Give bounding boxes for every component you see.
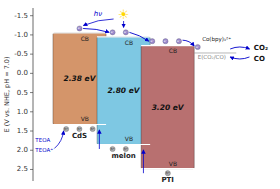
y-tick-label: -1.0	[14, 31, 28, 39]
cb-label: CB	[169, 47, 177, 54]
arrow	[123, 21, 124, 27]
hole: h⁺	[123, 146, 128, 151]
co-label: CO	[254, 55, 265, 63]
hole-dot	[64, 126, 69, 131]
category-label: CdS	[72, 132, 87, 140]
arrow	[230, 57, 249, 59]
electron: e⁻	[110, 30, 115, 35]
y-tick-label: 1.0	[17, 108, 28, 116]
arrow	[54, 131, 63, 149]
electron-label: e⁻	[196, 45, 200, 49]
arrow	[84, 19, 114, 25]
hole-label: h⁺	[111, 147, 115, 151]
teoa-plus-label: TEOA⁺	[34, 147, 53, 153]
arrow	[99, 130, 100, 149]
y-axis-label: E (V vs. NHE, pH = 7.0)	[3, 56, 11, 132]
electron-dot	[150, 39, 155, 44]
electron-dot	[195, 44, 200, 49]
y-tick	[30, 54, 33, 55]
co-bpy-label: Co(bpy)₃²⁺	[202, 36, 231, 43]
electron: e⁻	[163, 39, 168, 44]
electron: e⁻	[77, 26, 82, 31]
vb-line	[53, 124, 106, 125]
y-tick-label: 2.5	[17, 165, 28, 173]
hole-dot	[165, 171, 170, 176]
vb-label: VB	[169, 160, 177, 167]
hole: h⁺	[165, 171, 170, 176]
electron-dot	[163, 39, 168, 44]
electron-label: e⁻	[164, 39, 168, 43]
hole: h⁺	[77, 126, 82, 131]
chart: -1.5 -1.0 -0.5 0.0 0.5 1.0 1.5 2.0 2.5 E (V vs. N…	[0, 0, 280, 189]
hole-label: h⁺	[64, 127, 68, 131]
electron-label: e⁻	[124, 30, 128, 34]
category-label: melon	[111, 152, 135, 160]
electron: e⁻	[150, 39, 155, 44]
y-tick	[30, 131, 33, 132]
y-tick-label: -1.5	[14, 12, 28, 20]
electron-label: e⁻	[78, 26, 82, 30]
y-tick-label: 2.0	[17, 146, 28, 154]
cb-line	[141, 45, 194, 46]
vb-label: VB	[125, 135, 133, 142]
y-tick	[30, 169, 33, 170]
reference-label: E(CO₂/CO)	[198, 54, 226, 60]
electron-dot	[176, 39, 181, 44]
arrow	[129, 32, 148, 41]
electron-dot	[110, 30, 115, 35]
hole: h⁺	[64, 126, 69, 131]
vb-line	[97, 144, 150, 145]
sun: ☀	[118, 7, 130, 22]
y-tick	[30, 15, 33, 16]
hole-dot	[90, 126, 95, 131]
electron: e⁻	[123, 30, 128, 35]
teoa-label: TEOA	[34, 137, 50, 143]
electron-dot	[77, 26, 82, 31]
y-tick	[30, 150, 33, 151]
electron-label: e⁻	[111, 30, 115, 34]
y-tick-label: -0.5	[14, 50, 28, 58]
arrow	[83, 28, 109, 32]
hole-label: h⁺	[91, 127, 95, 131]
hole-label: h⁺	[78, 127, 82, 131]
hole-dot	[123, 146, 128, 151]
band-bar	[141, 46, 194, 169]
arrow	[183, 40, 195, 46]
hv-label: hν	[94, 10, 102, 18]
electron-dot	[123, 30, 128, 35]
hole-label: h⁺	[124, 147, 128, 151]
y-tick	[30, 73, 33, 74]
gap-label: 2.80 eV	[108, 86, 141, 95]
cb-label: CB	[81, 35, 89, 42]
hole-label: h⁺	[166, 171, 170, 175]
hole-dot	[77, 126, 82, 131]
category-label: PTI	[161, 176, 174, 184]
gap-label: 2.38 eV	[64, 74, 97, 83]
vb-line	[141, 168, 194, 169]
electron: e⁻	[195, 44, 200, 49]
bars	[53, 33, 194, 169]
electron-label: e⁻	[177, 39, 181, 43]
gap-label: 3.20 eV	[152, 103, 185, 112]
co2-label: CO₂	[254, 44, 268, 52]
hole: h⁺	[90, 126, 95, 131]
arrow	[143, 150, 144, 173]
hole: h⁺	[110, 146, 115, 151]
vb-label: VB	[81, 115, 89, 122]
arrow	[230, 47, 249, 49]
y-axis	[33, 8, 34, 181]
y-tick	[30, 111, 33, 112]
cb-label: CB	[125, 39, 133, 46]
y-tick-label: 1.5	[17, 127, 28, 135]
cb-line	[53, 32, 106, 33]
y-tick	[30, 34, 33, 35]
y-tick	[30, 92, 33, 93]
y-tick-label: 0.0	[17, 69, 28, 77]
hole-dot	[110, 146, 115, 151]
electron-label: e⁻	[150, 39, 154, 43]
electron: e⁻	[176, 39, 181, 44]
y-tick-label: 0.5	[17, 89, 28, 97]
